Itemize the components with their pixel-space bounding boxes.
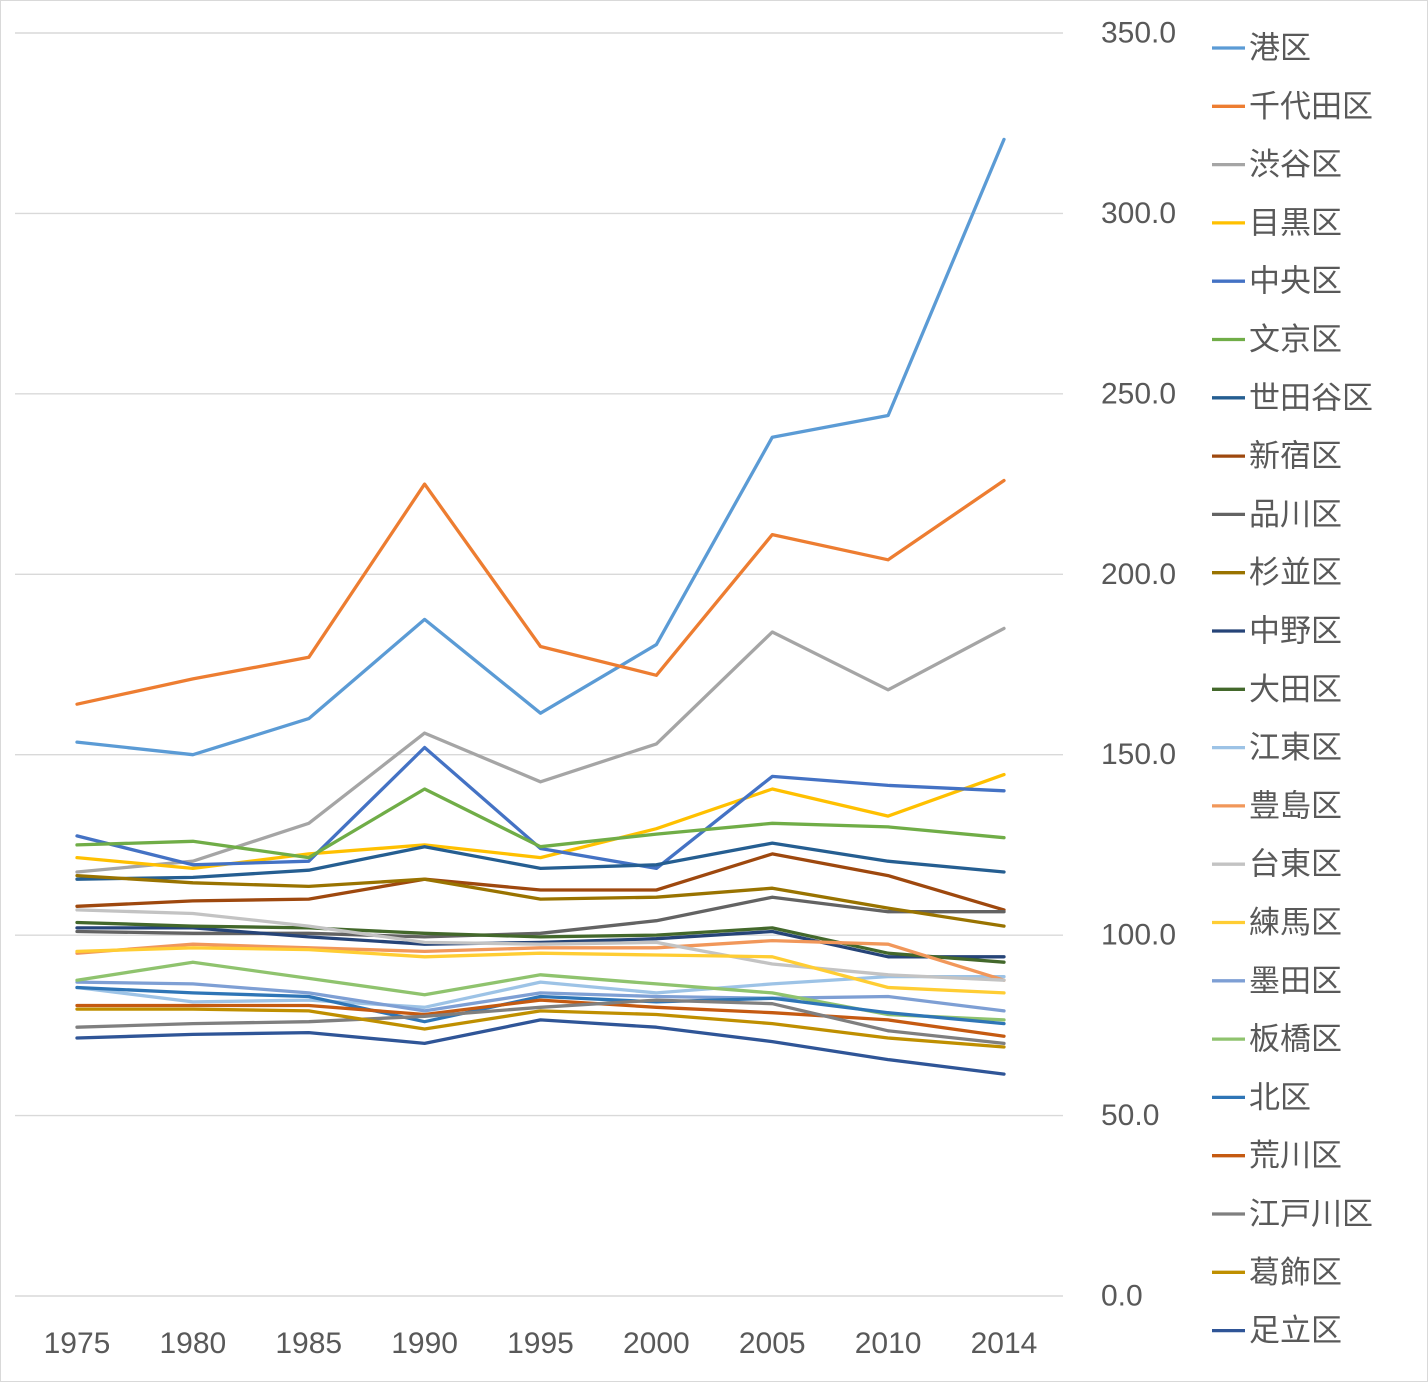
legend-item-豊島区[interactable]: 豊島区 <box>1212 788 1342 823</box>
series-line-台東区[interactable] <box>75 908 1006 982</box>
legend-label: 豊島区 <box>1249 788 1342 823</box>
series-line-足立区[interactable] <box>75 1018 1006 1076</box>
legend-item-江戸川区[interactable]: 江戸川区 <box>1212 1197 1373 1232</box>
x-tick-label: 2000 <box>623 1327 690 1360</box>
series-line-文京区[interactable] <box>75 787 1006 860</box>
legend-item-足立区[interactable]: 足立区 <box>1212 1313 1342 1348</box>
y-axis-labels: 0.0 50.0 100.0 150.0 200.0 250.0 300.0 350.0 <box>1101 16 1176 1312</box>
series-line-千代田区[interactable] <box>75 478 1006 706</box>
legend-item-墨田区[interactable]: 墨田区 <box>1212 963 1342 998</box>
x-tick-label: 1985 <box>275 1327 342 1360</box>
legend-label: 荒川区 <box>1249 1138 1342 1173</box>
legend-item-大田区[interactable]: 大田区 <box>1212 672 1342 707</box>
y-tick-label: 300.0 <box>1101 197 1176 230</box>
series-line-墨田区[interactable] <box>75 980 1006 1013</box>
y-tick-label: 0.0 <box>1101 1280 1143 1313</box>
legend-label: 墨田区 <box>1249 963 1342 998</box>
y-tick-label: 100.0 <box>1101 919 1176 952</box>
legend-label: 千代田区 <box>1249 89 1373 124</box>
legend-label: 文京区 <box>1249 322 1342 357</box>
x-tick-label: 2014 <box>971 1327 1038 1360</box>
series-line-豊島区[interactable] <box>75 938 1006 982</box>
legend-item-千代田区[interactable]: 千代田区 <box>1212 89 1373 124</box>
legend-item-練馬区[interactable]: 練馬区 <box>1212 905 1342 940</box>
legend-item-杉並区[interactable]: 杉並区 <box>1212 555 1342 590</box>
series-line-港区[interactable] <box>75 137 1006 757</box>
y-tick-label: 150.0 <box>1101 738 1176 771</box>
series-line-大田区[interactable] <box>75 920 1006 964</box>
y-tick-label: 50.0 <box>1101 1099 1159 1132</box>
series-line-杉並区[interactable] <box>75 873 1006 928</box>
legend-item-北区[interactable]: 北区 <box>1212 1080 1311 1115</box>
legend-item-中野区[interactable]: 中野区 <box>1212 614 1342 649</box>
series-line-品川区[interactable] <box>75 895 1006 939</box>
legend-label: 目黒区 <box>1249 205 1342 240</box>
legend-label: 中央区 <box>1249 264 1342 299</box>
legend-item-新宿区[interactable]: 新宿区 <box>1212 439 1342 474</box>
series-line-新宿区[interactable] <box>75 852 1006 912</box>
legend-label: 台東区 <box>1249 847 1342 882</box>
legend-label: 渋谷区 <box>1249 147 1342 182</box>
legend-item-板橋区[interactable]: 板橋区 <box>1212 1022 1342 1057</box>
legend: 港区千代田区渋谷区目黒区中央区文京区世田谷区新宿区品川区杉並区中野区大田区江東区… <box>1212 31 1373 1348</box>
legend-label: 北区 <box>1249 1080 1311 1115</box>
legend-label: 品川区 <box>1249 497 1342 532</box>
x-tick-label: 2005 <box>739 1327 806 1360</box>
legend-label: 新宿区 <box>1249 439 1342 474</box>
legend-item-品川区[interactable]: 品川区 <box>1212 497 1342 532</box>
series-line-練馬区[interactable] <box>75 946 1006 995</box>
series-line-中野区[interactable] <box>75 926 1006 959</box>
x-axis-labels: 1975 1980 1985 1990 1995 2000 2005 2010 2014 <box>44 1327 1038 1360</box>
legend-item-目黒区[interactable]: 目黒区 <box>1212 205 1342 240</box>
series-line-世田谷区[interactable] <box>75 841 1006 881</box>
legend-label: 大田区 <box>1249 672 1342 707</box>
series-line-渋谷区[interactable] <box>75 626 1006 874</box>
legend-item-葛飾区[interactable]: 葛飾区 <box>1212 1255 1342 1290</box>
legend-item-中央区[interactable]: 中央区 <box>1212 264 1342 299</box>
legend-label: 練馬区 <box>1249 905 1342 940</box>
legend-item-港区[interactable]: 港区 <box>1212 31 1311 66</box>
legend-item-世田谷区[interactable]: 世田谷区 <box>1212 380 1373 415</box>
y-tick-label: 250.0 <box>1101 377 1176 410</box>
x-tick-label: 1995 <box>507 1327 574 1360</box>
x-tick-label: 1975 <box>44 1327 111 1360</box>
series-line-北区[interactable] <box>75 985 1006 1026</box>
y-tick-label: 200.0 <box>1101 558 1176 591</box>
legend-label: 世田谷区 <box>1249 380 1373 415</box>
x-tick-label: 2010 <box>855 1327 922 1360</box>
legend-label: 港区 <box>1249 31 1311 66</box>
x-tick-label: 1990 <box>391 1327 458 1360</box>
legend-label: 中野区 <box>1249 614 1342 649</box>
x-tick-label: 1980 <box>160 1327 227 1360</box>
legend-item-台東区[interactable]: 台東区 <box>1212 847 1342 882</box>
series-line-江東区[interactable] <box>75 974 1006 1009</box>
series-line-荒川区[interactable] <box>75 998 1006 1038</box>
series-line-江戸川区[interactable] <box>75 998 1006 1046</box>
legend-label: 足立区 <box>1249 1313 1342 1348</box>
legend-label: 江戸川区 <box>1249 1197 1373 1232</box>
legend-label: 江東区 <box>1249 730 1342 765</box>
legend-label: 葛飾区 <box>1249 1255 1342 1290</box>
legend-item-荒川区[interactable]: 荒川区 <box>1212 1138 1342 1173</box>
legend-label: 杉並区 <box>1249 555 1342 590</box>
legend-item-江東区[interactable]: 江東区 <box>1212 730 1342 765</box>
series-lines <box>75 137 1006 1076</box>
gridlines <box>15 32 1063 1297</box>
series-line-葛飾区[interactable] <box>75 1007 1006 1049</box>
legend-item-文京区[interactable]: 文京区 <box>1212 322 1342 357</box>
y-tick-label: 350.0 <box>1101 16 1176 49</box>
legend-item-渋谷区[interactable]: 渋谷区 <box>1212 147 1342 182</box>
series-line-中央区[interactable] <box>75 745 1006 871</box>
legend-label: 板橋区 <box>1249 1022 1342 1057</box>
